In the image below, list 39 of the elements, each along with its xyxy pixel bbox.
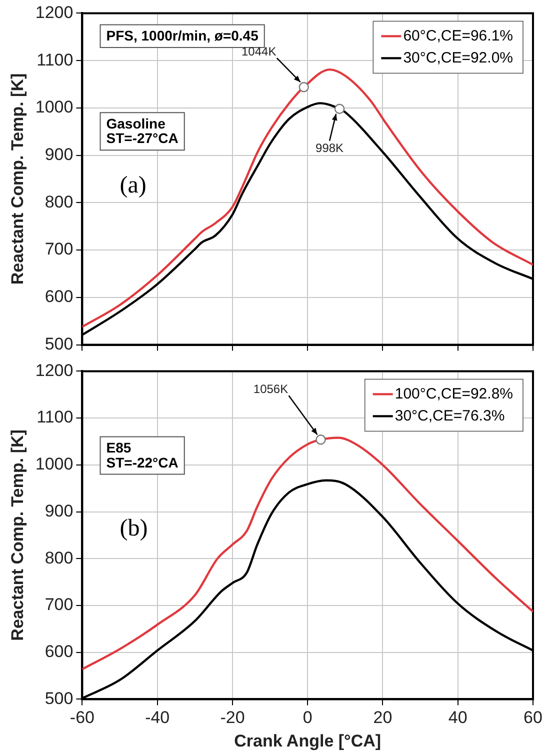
annotation: 998K — [316, 141, 344, 156]
annotation: 1044K — [242, 44, 276, 58]
y-tick-label: 1100 — [36, 408, 74, 427]
x-tick-label: 60 — [524, 708, 542, 728]
y-axis-title: Reactant Comp. Temp. [K] — [8, 73, 27, 285]
x-tick-label: 20 — [373, 708, 392, 728]
line-series — [82, 68, 533, 328]
annotation: 1056K — [253, 382, 288, 396]
y-tick-label: 500 — [44, 688, 74, 708]
y-tick-label: 600 — [44, 642, 74, 662]
x-tick-label: 40 — [448, 708, 468, 728]
y-tick-label: 1200 — [35, 2, 74, 22]
legend-label: 60°C,CE=96.1% — [403, 27, 513, 44]
y-tick-label: 800 — [44, 548, 74, 568]
x-axis-title: Crank Angle [°CA] — [234, 731, 382, 750]
y-tick-label: 500 — [44, 334, 74, 354]
x-tick-label: -20 — [220, 708, 245, 728]
y-tick-label: 900 — [44, 501, 74, 520]
legend-label: 30°C,CE=76.3% — [394, 407, 505, 424]
annotation: PFS, 1000r/min, ø=0.45 — [106, 28, 259, 44]
y-tick-label: 1000 — [35, 98, 74, 117]
annotation: (b) — [120, 516, 148, 542]
annotation: Gasoline ST=-27°CA — [106, 116, 178, 146]
y-tick-label: 1200 — [35, 360, 74, 380]
y-tick-label: 700 — [44, 240, 74, 259]
legend-label: 100°C,CE=92.8% — [394, 385, 513, 402]
x-tick-label: -40 — [145, 708, 170, 728]
y-tick-label: 900 — [44, 145, 74, 164]
y-tick-label: 700 — [44, 595, 74, 614]
y-tick-label: 800 — [44, 192, 74, 212]
y-tick-label: 1100 — [36, 50, 74, 70]
legend-label: 30°C,CE=92.0% — [403, 49, 513, 66]
y-tick-label: 1000 — [35, 454, 74, 474]
annotation: (a) — [120, 172, 146, 198]
y-axis-title: Reactant Comp. Temp. [K] — [8, 430, 27, 641]
annotation: E85 ST=-22°CA — [106, 440, 178, 470]
x-tick-label: -60 — [70, 708, 95, 728]
y-tick-label: 600 — [44, 287, 74, 306]
x-tick-label: 0 — [302, 708, 312, 728]
